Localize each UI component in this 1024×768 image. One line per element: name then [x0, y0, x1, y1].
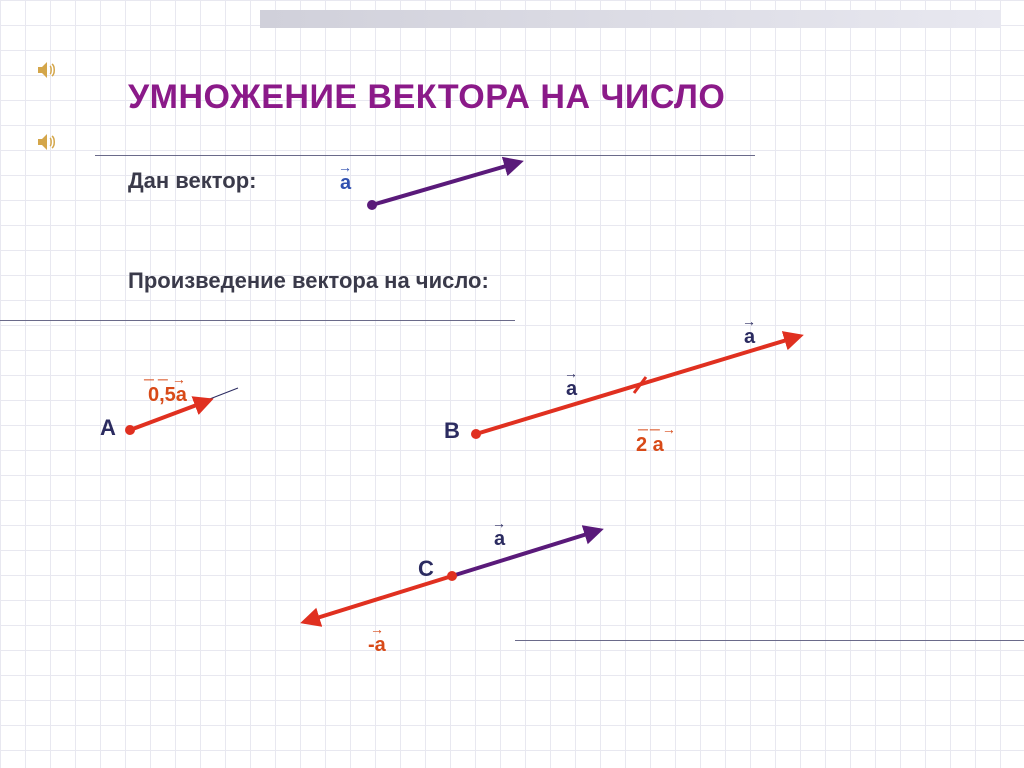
given-vector-dot	[367, 200, 377, 210]
point-b-dot	[471, 429, 481, 439]
pos-a-vector	[452, 530, 600, 576]
divider	[515, 640, 1024, 641]
divider	[95, 155, 755, 156]
vector-a-label: a	[744, 326, 755, 349]
given-vector-label: Дан вектор:	[128, 168, 256, 194]
vector-a-label: a	[566, 378, 577, 401]
neg-a-vector	[304, 576, 452, 622]
slide: УМНОЖЕНИЕ ВЕКТОРА НА ЧИСЛО Дан вектор: →…	[0, 0, 1024, 768]
divider	[0, 320, 515, 321]
given-vector	[372, 162, 520, 205]
speaker-icon	[35, 58, 59, 88]
page-title: УМНОЖЕНИЕ ВЕКТОРА НА ЧИСЛО	[128, 78, 725, 117]
product-label: Произведение вектора на число:	[128, 268, 489, 294]
vector-a-label: a	[340, 172, 351, 195]
point-a-label: A	[100, 415, 116, 441]
double-vector	[476, 336, 800, 434]
half-a-label: 0,5a	[148, 384, 187, 407]
point-b-label: B	[444, 418, 460, 444]
double-vector-tick	[634, 377, 646, 393]
point-c-dot	[447, 571, 457, 581]
speaker-icon	[35, 130, 59, 160]
vector-a-label: a	[494, 528, 505, 551]
top-decor-band	[260, 10, 1000, 28]
neg-a-label: -a	[368, 634, 386, 657]
point-a-dot	[125, 425, 135, 435]
two-a-label: 2 a	[636, 434, 664, 457]
point-c-label: C	[418, 556, 434, 582]
